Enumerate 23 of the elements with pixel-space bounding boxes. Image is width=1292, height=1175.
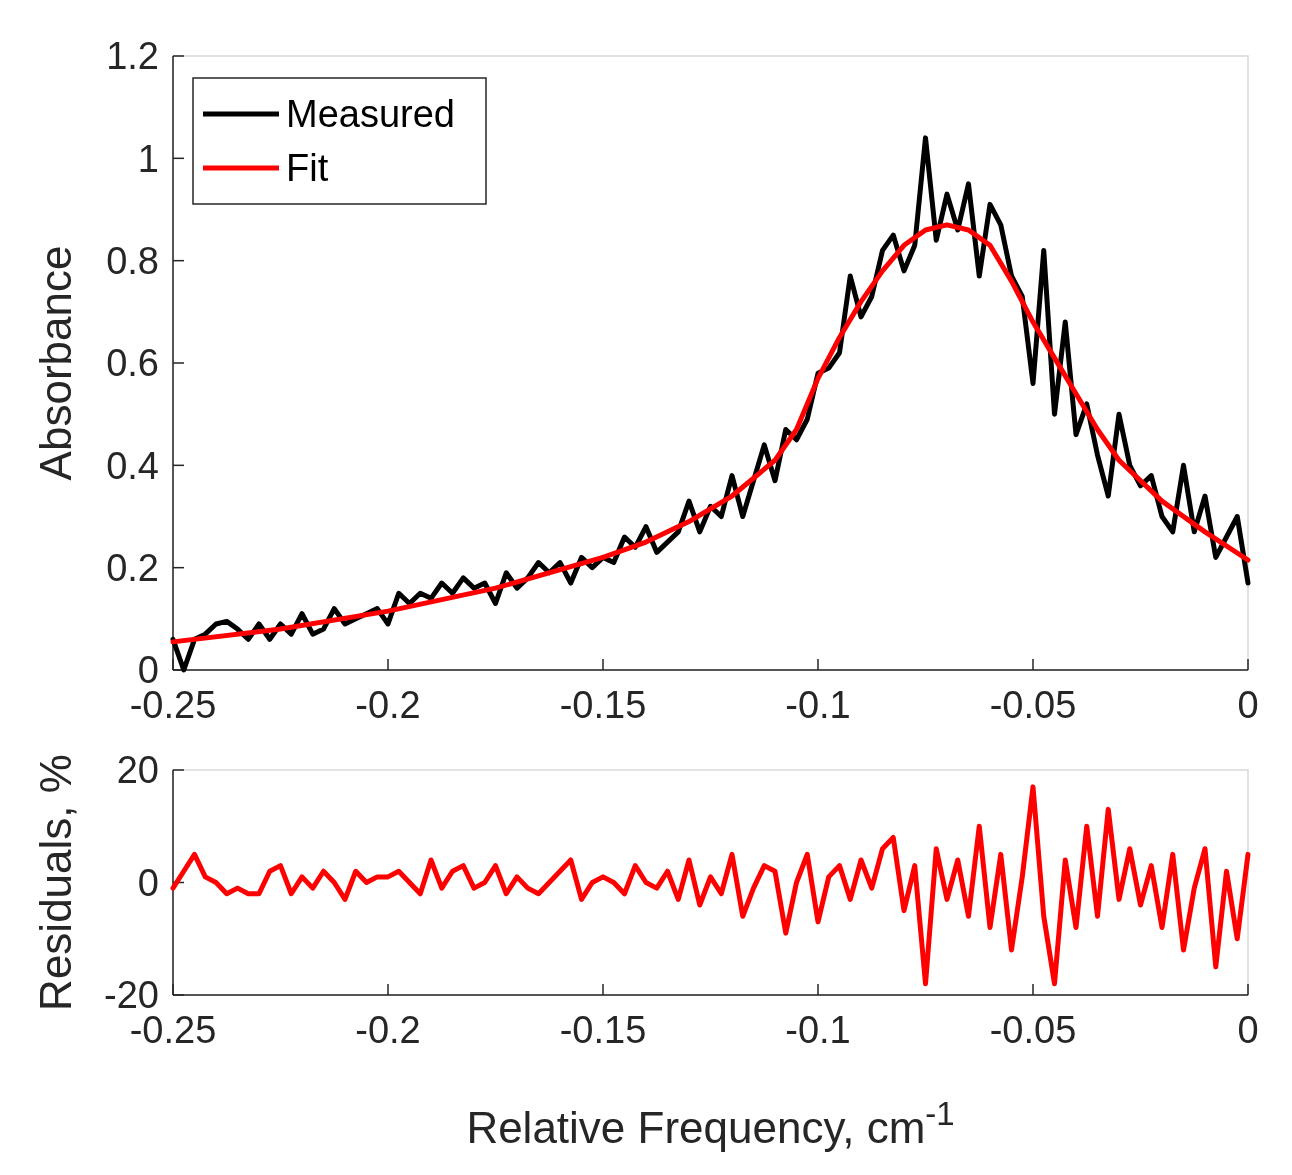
y-tick-label: 0.2 bbox=[106, 546, 159, 589]
y-tick-label: 1 bbox=[137, 137, 159, 180]
legend-label: Measured bbox=[286, 93, 455, 136]
y-tick-label: 0.4 bbox=[106, 444, 159, 487]
x-tick-label: -0.1 bbox=[785, 1009, 851, 1051]
x-tick-label: -0.2 bbox=[355, 1009, 421, 1051]
x-tick-label: -0.2 bbox=[355, 684, 421, 726]
y-axis-title: Absorbance bbox=[31, 245, 80, 481]
y-tick-label: 0.8 bbox=[106, 239, 159, 282]
x-axis-title: Relative Frequency, cm$^{-1}$ bbox=[466, 1094, 955, 1152]
x-tick-label: -0.05 bbox=[989, 684, 1077, 726]
legend-label: Fit bbox=[286, 147, 329, 190]
y-axis-title: Residuals, % bbox=[31, 754, 80, 1011]
x-tick-label: 0 bbox=[1237, 684, 1259, 726]
y-tick-label: 1.2 bbox=[106, 35, 159, 78]
x-tick-label: -0.15 bbox=[559, 1009, 647, 1051]
x-tick-label: 0 bbox=[1237, 1009, 1259, 1051]
x-tick-label: -0.15 bbox=[559, 684, 647, 726]
y-tick-label: 0 bbox=[137, 861, 159, 904]
y-tick-label: 20 bbox=[116, 749, 159, 792]
y-tick-label: 0.6 bbox=[106, 342, 159, 385]
x-tick-label: -0.05 bbox=[989, 1009, 1077, 1051]
x-tick-label: -0.1 bbox=[785, 684, 851, 726]
